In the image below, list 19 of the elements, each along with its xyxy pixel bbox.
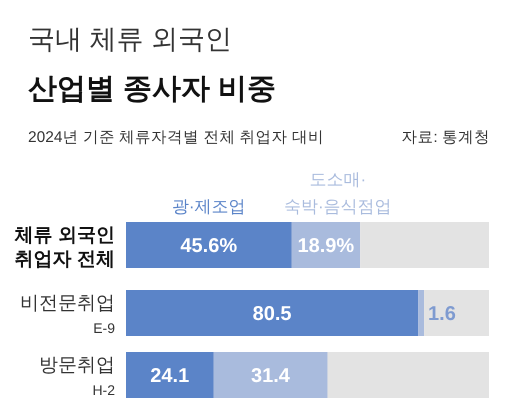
annotation: 자료: 통계청 (401, 129, 490, 146)
legend: 숙박·음식점업 (284, 197, 392, 216)
legend: 광·제조업 (172, 197, 246, 216)
legend: 도소매· (310, 170, 366, 189)
data-label: 18.9% (297, 235, 354, 257)
title: 산업별 종사자 비중 (28, 73, 276, 105)
category: E-9 (93, 320, 115, 336)
data-label: 1.6 (428, 303, 456, 325)
category: 체류 외국인 (14, 225, 115, 246)
category: 비전문취업 (20, 293, 115, 314)
category: 방문취업 (39, 355, 115, 376)
category: H-2 (92, 382, 115, 398)
subtitle: 2024년 기준 체류자격별 전체 취업자 대비 (28, 129, 324, 146)
data-label: 45.6% (180, 235, 238, 257)
category: 취업자 전체 (14, 249, 115, 270)
data-label: 24.1 (150, 365, 190, 387)
data-label: 80.5 (252, 303, 292, 325)
title: 국내 체류 외국인 (28, 24, 232, 54)
data-label: 31.4 (251, 365, 290, 387)
